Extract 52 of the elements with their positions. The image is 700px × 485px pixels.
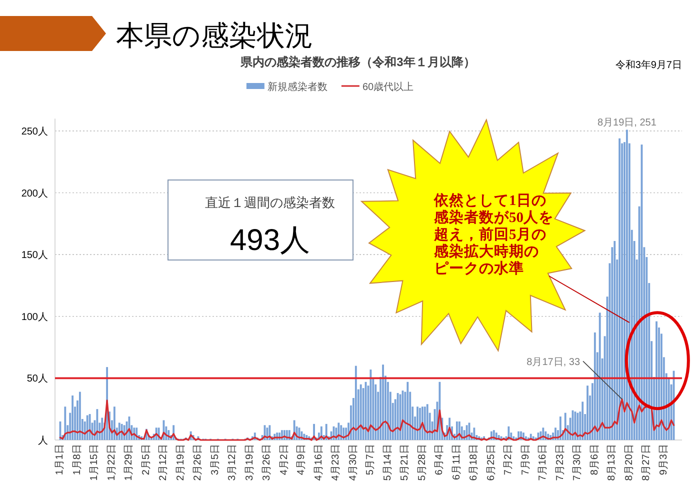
x-tick-label: 4月2日	[278, 444, 290, 476]
y-tick-label: 200人	[21, 188, 48, 200]
x-tick-label: 5月7日	[365, 444, 376, 476]
data-label: 8月19日, 251	[597, 118, 657, 129]
x-tick-label: 7月23日	[554, 444, 566, 481]
x-tick-label: 2月5日	[140, 444, 152, 476]
x-tick-label: 4月16日	[313, 444, 324, 481]
x-tick-label: 7月30日	[572, 444, 584, 481]
y-tick-label: 150人	[21, 250, 48, 262]
data-label: 8月17日, 33	[526, 357, 580, 368]
annotation: 直近１週間の感染者数	[205, 195, 335, 210]
x-tick-label: 4月23日	[330, 444, 342, 481]
x-tick-label: 5月21日	[400, 444, 411, 481]
x-tick-label: 4月9日	[296, 444, 308, 476]
x-tick-label: 7月16日	[538, 444, 549, 481]
x-tick-label: 3月12日	[227, 444, 238, 481]
x-tick-label: 2月12日	[158, 444, 170, 481]
x-tick-label: 5月28日	[416, 444, 428, 481]
x-tick-label: 6月4日	[434, 444, 446, 476]
x-tick-label: 5月14日	[382, 444, 394, 481]
x-tick-label: 1月29日	[124, 444, 135, 481]
chart-title: 本県の感染状況	[116, 20, 313, 51]
x-tick-label: 6月11日	[451, 444, 462, 480]
legend-label: 新規感染者数	[267, 81, 328, 93]
x-tick-label: 7月2日	[503, 444, 514, 476]
x-tick-label: 3月26日	[262, 444, 273, 481]
x-tick-label: 1月8日	[72, 444, 83, 476]
annotation: 依然として1日の感染者数が50人を超え，前回5月の感染拡大時期のピークの水準	[433, 192, 554, 277]
x-tick-label: 7月9日	[520, 444, 532, 476]
x-tick-label: 1月22日	[106, 444, 118, 481]
x-tick-label: 4月30日	[348, 444, 359, 481]
x-tick-label: 9月3日	[658, 444, 670, 476]
legend-label: 60歳代以上	[362, 81, 414, 93]
x-tick-label: 8月6日	[589, 444, 600, 476]
x-tick-label: 3月19日	[244, 444, 256, 481]
x-tick-label: 6月18日	[468, 444, 480, 481]
y-tick-label: 250人	[21, 126, 48, 138]
y-tick-label: 100人	[21, 312, 48, 323]
x-tick-label: 8月27日	[641, 444, 652, 481]
x-tick-label: 2月26日	[192, 444, 204, 481]
chart-subtitle: 県内の感染者数の推移（令和3年１月以降）	[240, 55, 476, 69]
x-tick-label: 8月13日	[606, 444, 618, 481]
y-tick-label: 50人	[26, 374, 48, 385]
x-tick-label: 6月25日	[486, 444, 497, 481]
x-tick-label: 2月19日	[175, 444, 186, 481]
x-tick-label: 1月1日	[54, 444, 66, 476]
x-tick-label: 1月15日	[89, 444, 100, 481]
text: 令和3年9月7日	[615, 59, 682, 71]
annotation: 493人	[230, 224, 310, 257]
y-tick-label: 人	[38, 436, 48, 446]
x-tick-label: 3月5日	[210, 444, 221, 476]
x-tick-label: 8月20日	[624, 444, 635, 481]
